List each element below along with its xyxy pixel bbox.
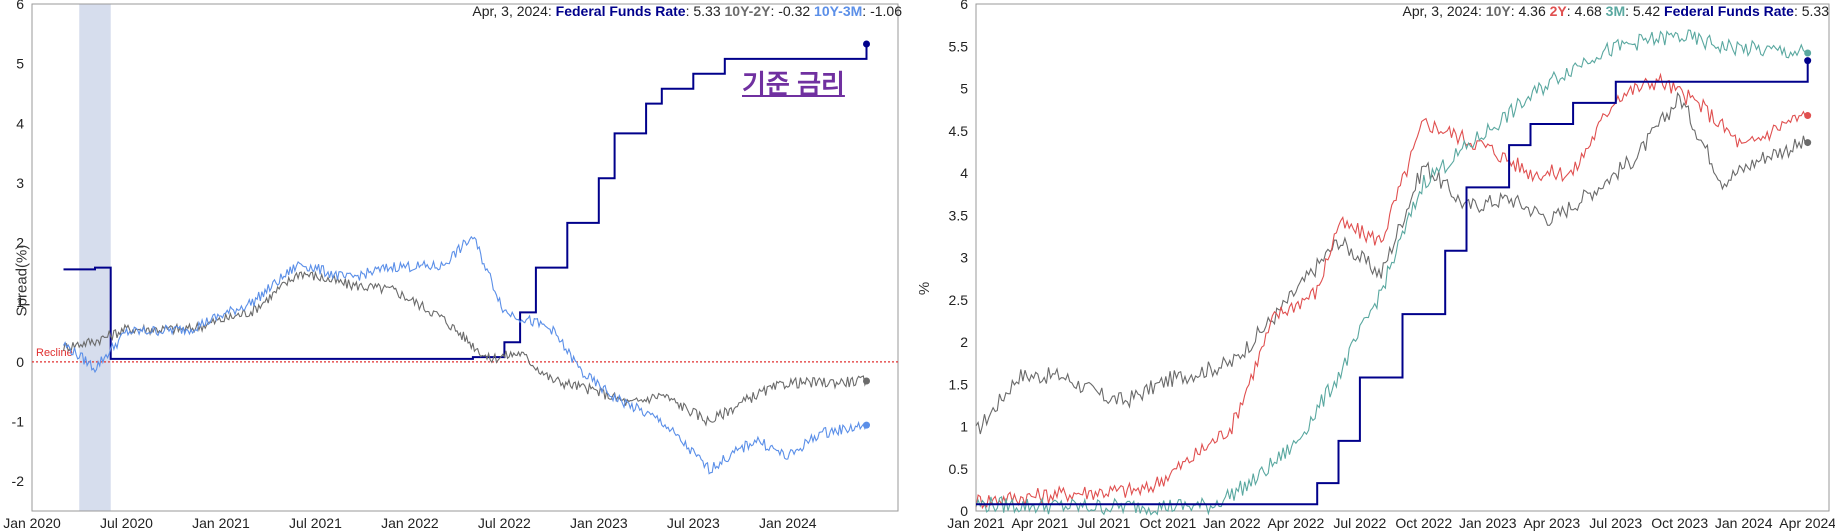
- x-tick-label: Apr 2022: [1267, 515, 1324, 531]
- right-legend-3m-label: 3M: [1605, 3, 1626, 19]
- series-endpoint-10y: [1804, 139, 1812, 147]
- series-endpoint-3m: [1804, 49, 1812, 57]
- recession-band: [79, 4, 111, 511]
- series-line-10y-3m: [63, 235, 867, 475]
- y-tick-label: 0: [960, 503, 968, 519]
- x-tick-label: Apr 2021: [1012, 515, 1069, 531]
- plot-frame: [975, 3, 1830, 512]
- right-legend-2y-value: : 4.68: [1566, 3, 1602, 19]
- series-line-10y: [975, 91, 1809, 435]
- left-legend-10y3m-label: 10Y-3M: [814, 3, 863, 19]
- series-endpoint-10y-3m: [863, 421, 871, 429]
- series-line-federal-funds-rate: [63, 44, 868, 360]
- series-line-2y: [975, 72, 1808, 510]
- right-legend-3m-value: : 5.42: [1625, 3, 1661, 19]
- x-tick-label: Oct 2022: [1395, 515, 1452, 531]
- x-tick-label: Jan 2021: [947, 515, 1005, 531]
- x-tick-label: Jan 2022: [1203, 515, 1261, 531]
- x-tick-label: Jan 2024: [1715, 515, 1773, 531]
- y-tick-label: 3: [16, 175, 24, 191]
- y-tick-label: 3.5: [949, 207, 969, 223]
- series-endpoint-2y: [1804, 112, 1812, 120]
- y-tick-label: 4: [960, 165, 968, 181]
- y-tick-label: 2: [960, 334, 968, 350]
- series-line-3m: [975, 29, 1808, 516]
- y-tick-label: 2: [16, 235, 24, 251]
- y-tick-label: 0: [16, 354, 24, 370]
- y-tick-label: 4.5: [949, 123, 969, 139]
- right-legend: Apr, 3, 2024: 10Y: 4.36 2Y: 4.68 3M: 5.4…: [1402, 3, 1829, 19]
- right-legend-date: Apr, 3, 2024:: [1402, 3, 1482, 19]
- y-tick-label: -2: [12, 473, 25, 489]
- x-tick-label: Jan 2023: [1459, 515, 1517, 531]
- x-tick-label: Jul 2023: [667, 515, 720, 531]
- y-tick-label: 1: [960, 419, 968, 435]
- x-tick-label: Jan 2022: [381, 515, 439, 531]
- left-legend-10y2y-label: 10Y-2Y: [724, 3, 771, 19]
- right-legend-10y-value: : 4.36: [1510, 3, 1546, 19]
- x-tick-label: Jan 2020: [3, 515, 61, 531]
- series-line-federal-funds-rate: [976, 60, 1809, 506]
- y-tick-label: 5: [16, 56, 24, 72]
- plot-frame: [31, 3, 899, 512]
- left-legend-10y2y-value: : -0.32: [770, 3, 811, 19]
- x-tick-label: Jan 2021: [192, 515, 250, 531]
- y-tick-label: 3: [960, 250, 968, 266]
- x-tick-label: Jul 2020: [100, 515, 153, 531]
- right-chart-panel: 6 5.5 5 4.5 4 3.5 3 2.5 2 1.5 1 0.5 0 Jan 2021 Apr 202…: [916, 0, 1835, 531]
- y-tick-label: 1.5: [949, 376, 969, 392]
- left-y-axis-label: Spread(%): [13, 244, 31, 317]
- policy-rate-annotation: 기준 금리: [742, 69, 845, 99]
- left-legend-date: Apr, 3, 2024:: [472, 3, 552, 19]
- x-tick-label: Jul 2022: [1333, 515, 1386, 531]
- y-tick-label: 1: [16, 294, 24, 310]
- right-legend-ffr-value: : 5.33: [1793, 3, 1829, 19]
- x-tick-label: Apr 2024: [1779, 515, 1835, 531]
- left-legend-10y3m-value: : -1.06: [862, 3, 902, 19]
- left-chart-panel: 6 5 4 3 2 1 0 -1 -2 Jan 2020 Jul 2020 Jan 2021 Jul 2…: [0, 0, 908, 531]
- y-tick-label: 0.5: [949, 461, 969, 477]
- x-tick-label: Jan 2023: [570, 515, 628, 531]
- series-line-10y-2y: [62, 270, 868, 427]
- y-tick-label: -1: [12, 414, 25, 430]
- x-tick-label: Jul 2021: [1077, 515, 1130, 531]
- y-tick-label: 6: [960, 0, 968, 12]
- right-legend-10y-label: 10Y: [1485, 3, 1511, 19]
- left-legend-ffr-value: : 5.33: [685, 3, 721, 19]
- y-tick-label: 6: [16, 0, 24, 12]
- left-legend: Apr, 3, 2024: Federal Funds Rate: 5.33 1…: [472, 3, 902, 19]
- left-legend-ffr-label: Federal Funds Rate: [555, 3, 686, 19]
- x-tick-label: Jul 2021: [289, 515, 342, 531]
- x-tick-label: Jan 2024: [759, 515, 817, 531]
- y-tick-label: 2.5: [949, 292, 969, 308]
- y-tick-label: 4: [16, 115, 24, 131]
- left-chart-svg: 6 5 4 3 2 1 0 -1 -2 Jan 2020 Jul 2020 Jan 2021 Jul 2…: [3, 0, 899, 531]
- x-tick-label: Oct 2021: [1140, 515, 1197, 531]
- right-y-axis-label: %: [916, 281, 934, 296]
- x-tick-label: Jul 2023: [1589, 515, 1642, 531]
- x-tick-label: Jul 2022: [478, 515, 531, 531]
- right-legend-2y-label: 2Y: [1549, 3, 1567, 19]
- y-tick-label: 5.5: [949, 38, 969, 54]
- x-tick-label: Oct 2023: [1651, 515, 1708, 531]
- right-legend-ffr-label: Federal Funds Rate: [1664, 3, 1794, 19]
- series-endpoint-10y-2y: [863, 377, 871, 385]
- y-tick-label: 5: [960, 81, 968, 97]
- series-endpoint-federal-funds-rate: [1804, 57, 1812, 65]
- series-endpoint-federal-funds-rate: [863, 40, 871, 48]
- x-tick-label: Apr 2023: [1523, 515, 1580, 531]
